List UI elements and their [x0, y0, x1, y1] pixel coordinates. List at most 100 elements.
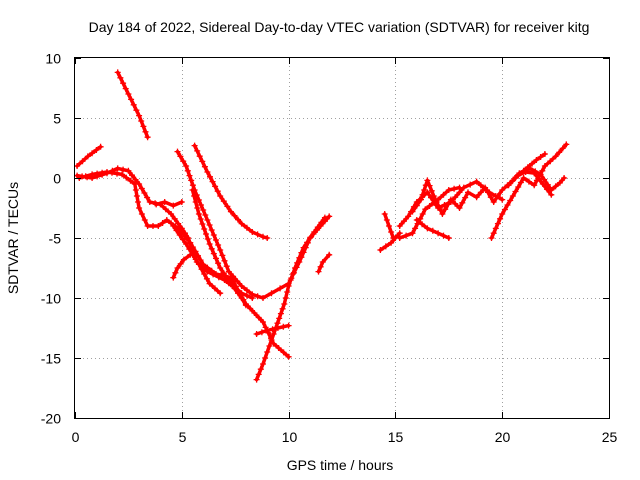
data-point-marker [192, 248, 199, 255]
series-track-13 [315, 251, 333, 275]
data-point-marker [298, 249, 305, 256]
series-track-8 [170, 223, 224, 297]
data-point-marker [289, 271, 296, 277]
data-point-marker [129, 172, 135, 179]
data-point-marker [547, 158, 554, 165]
data-point-marker [238, 283, 245, 289]
data-point-marker [215, 242, 222, 248]
data-point-marker [89, 171, 96, 178]
data-point-marker [499, 196, 506, 203]
data-point-marker [203, 231, 209, 237]
data-point-marker [197, 216, 204, 222]
data-point-marker [544, 186, 551, 193]
data-point-marker [490, 199, 497, 205]
data-point-marker [430, 193, 437, 199]
axis-ticks [75, 58, 610, 419]
series-track-10 [170, 251, 194, 281]
data-point-marker [515, 184, 522, 190]
data-point-marker [235, 290, 241, 297]
data-point-marker [114, 165, 121, 172]
data-point-marker [144, 134, 151, 141]
data-point-marker [130, 101, 137, 108]
data-point-marker [255, 371, 262, 378]
data-point-marker [195, 261, 202, 268]
data-point-marker [424, 177, 431, 184]
series-line [378, 231, 402, 252]
data-point-marker [199, 221, 206, 227]
data-point-marker [155, 223, 162, 229]
data-point-marker [150, 223, 156, 229]
data-point-marker [186, 246, 193, 253]
data-point-marker [447, 196, 454, 203]
data-point-marker [326, 251, 333, 258]
data-point-marker [260, 319, 266, 325]
data-point-marker [487, 194, 494, 201]
data-point-marker [170, 274, 177, 281]
y-axis-label: SDTVAR / TECUs [5, 182, 21, 294]
data-point-marker [277, 285, 284, 292]
data-point-marker [277, 310, 284, 317]
data-point-marker [194, 147, 201, 154]
data-point-marker [144, 223, 151, 229]
data-point-marker [435, 230, 442, 237]
data-point-marker [198, 202, 204, 208]
x-axis-tick-labels: 0 5 10 15 20 25 [72, 429, 618, 445]
data-point-marker [227, 280, 234, 287]
data-point-marker [440, 191, 447, 198]
y-axis-tick-labels: -20 -15 -10 -5 0 5 10 [41, 51, 61, 427]
data-point-marker [99, 169, 106, 176]
data-point-marker [178, 199, 185, 205]
data-point-marker [294, 259, 301, 266]
data-point-marker [520, 175, 527, 181]
data-point-marker [203, 275, 210, 282]
data-point-marker [249, 229, 256, 235]
data-point-marker [535, 175, 542, 182]
data-point-marker [429, 227, 436, 234]
data-point-marker [280, 349, 287, 356]
data-point-marker [189, 187, 196, 193]
data-point-marker [266, 343, 273, 349]
data-point-marker [531, 170, 538, 177]
data-point-marker [223, 263, 230, 270]
data-point-marker [159, 220, 166, 226]
data-point-marker [264, 327, 271, 334]
data-point-marker [281, 301, 288, 307]
data-point-marker [217, 265, 224, 271]
data-point-marker [409, 230, 416, 237]
data-point-marker [220, 270, 227, 277]
y-tick-label: 10 [45, 51, 61, 67]
data-point-marker [509, 178, 516, 185]
data-point-marker [131, 181, 138, 187]
series-track-5 [174, 148, 333, 301]
series-track-4 [76, 169, 292, 360]
data-point-marker [123, 174, 130, 181]
data-point-marker [264, 349, 271, 355]
data-point-marker [421, 187, 428, 193]
series-track-17 [396, 184, 463, 241]
data-point-marker [117, 74, 124, 81]
data-point-marker [199, 158, 206, 165]
data-point-marker [488, 235, 495, 241]
data-point-marker [403, 232, 410, 239]
data-point-marker [213, 237, 219, 243]
data-point-marker [213, 271, 219, 277]
series-track-9 [153, 199, 185, 209]
data-point-marker [509, 193, 516, 199]
data-point-marker [170, 202, 177, 209]
data-point-marker [174, 148, 181, 155]
data-point-marker [269, 326, 276, 333]
data-point-marker [556, 179, 563, 186]
data-point-marker [264, 235, 271, 241]
data-point-marker [529, 160, 536, 167]
data-point-marker [537, 154, 544, 160]
series-line [175, 149, 331, 300]
y-tick-label: -5 [49, 231, 62, 247]
data-point-marker [128, 96, 135, 103]
data-point-marker [326, 213, 333, 220]
data-point-marker [439, 211, 446, 217]
series-track-15 [381, 211, 397, 241]
data-point-marker [465, 189, 471, 196]
data-point-marker [173, 227, 180, 234]
data-point-marker [445, 235, 452, 241]
